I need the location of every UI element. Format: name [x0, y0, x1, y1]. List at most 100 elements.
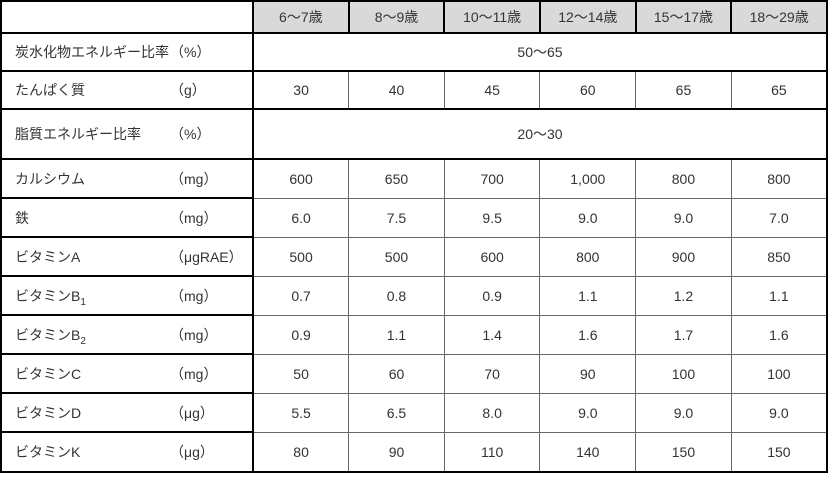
- value-cell: 40: [348, 70, 445, 110]
- age-column-header: 6〜7歳: [252, 0, 350, 34]
- corner-cell: [0, 0, 254, 34]
- nutrient-name: カルシウム: [15, 170, 85, 187]
- value-cell: 6.5: [348, 392, 445, 433]
- value-cell: 80: [252, 431, 350, 473]
- value-cell: 9.0: [635, 197, 732, 238]
- value-cell: 0.8: [348, 275, 445, 316]
- range-value-cell: 20〜30: [252, 108, 828, 160]
- value-cell: 650: [348, 158, 445, 199]
- value-cell: 9.0: [539, 197, 637, 238]
- table-row-calcium: カルシウム （mg） 600 650 700 1,000 800 800: [0, 158, 828, 199]
- value-cell: 0.9: [443, 275, 541, 316]
- value-cell: 70: [443, 353, 541, 394]
- value-cell: 1.7: [635, 314, 732, 355]
- row-label: カルシウム （mg）: [0, 158, 254, 199]
- value-cell: 800: [730, 158, 828, 199]
- value-cell: 6.0: [252, 197, 350, 238]
- unit-label: （mg）: [170, 209, 218, 226]
- unit-label: （%）: [170, 44, 211, 60]
- value-cell: 9.5: [443, 197, 541, 238]
- value-cell: 90: [539, 353, 637, 394]
- value-cell: 0.7: [252, 275, 350, 316]
- value-cell: 110: [443, 431, 541, 473]
- value-cell: 9.0: [635, 392, 732, 433]
- unit-label: （mg）: [170, 365, 218, 382]
- value-cell: 850: [730, 236, 828, 277]
- row-label: ビタミンK （μg）: [0, 431, 254, 473]
- nutrient-name: ビタミンB2: [15, 326, 86, 347]
- unit-label: （μg）: [170, 444, 214, 460]
- value-cell: 65: [730, 70, 828, 110]
- value-cell: 7.0: [730, 197, 828, 238]
- row-label: ビタミンC （mg）: [0, 353, 254, 394]
- value-cell: 800: [635, 158, 732, 199]
- value-cell: 7.5: [348, 197, 445, 238]
- table-row-iron: 鉄 （mg） 6.0 7.5 9.5 9.0 9.0 7.0: [0, 197, 828, 238]
- table-row-vitamin-b2: ビタミンB2 （mg） 0.9 1.1 1.4 1.6 1.7 1.6: [0, 314, 828, 355]
- value-cell: 90: [348, 431, 445, 473]
- value-cell: 100: [635, 353, 732, 394]
- row-label: 炭水化物エネルギー比率 （%）: [0, 32, 254, 72]
- nutrient-name: 炭水化物エネルギー比率: [15, 44, 169, 60]
- value-cell: 30: [252, 70, 350, 110]
- row-label: ビタミンB2 （mg）: [0, 314, 254, 355]
- value-cell: 100: [730, 353, 828, 394]
- value-cell: 65: [635, 70, 732, 110]
- unit-label: （mg）: [170, 326, 218, 343]
- table-row-vitamin-a: ビタミンA （μgRAE） 500 500 600 800 900 850: [0, 236, 828, 277]
- unit-label: （%）: [170, 126, 211, 142]
- table-row-fat-ratio: 脂質エネルギー比率 （%） 20〜30: [0, 108, 828, 160]
- nutrition-requirements-table: 6〜7歳 8〜9歳 10〜11歳 12〜14歳 15〜17歳 18〜29歳 炭水…: [0, 0, 828, 473]
- nutrient-name: ビタミンA: [15, 248, 81, 265]
- age-column-header: 18〜29歳: [730, 0, 828, 34]
- subscript: 2: [80, 335, 86, 347]
- table-row-protein: たんぱく質 （g） 30 40 45 60 65 65: [0, 70, 828, 110]
- value-cell: 1.4: [443, 314, 541, 355]
- value-cell: 500: [348, 236, 445, 277]
- row-label: ビタミンD （μg）: [0, 392, 254, 433]
- nutrient-name: 鉄: [15, 209, 29, 226]
- value-cell: 60: [539, 70, 637, 110]
- age-column-header: 10〜11歳: [443, 0, 541, 34]
- nutrient-name: 脂質エネルギー比率: [15, 126, 141, 142]
- table-row-vitamin-k: ビタミンK （μg） 80 90 110 140 150 150: [0, 431, 828, 473]
- value-cell: 800: [539, 236, 637, 277]
- row-label: たんぱく質 （g）: [0, 70, 254, 110]
- age-column-header: 12〜14歳: [538, 0, 637, 34]
- row-label: 鉄 （mg）: [0, 197, 254, 238]
- value-cell: 1.6: [730, 314, 828, 355]
- value-cell: 60: [348, 353, 445, 394]
- subscript: 1: [80, 296, 86, 308]
- value-cell: 140: [539, 431, 637, 473]
- value-cell: 600: [443, 236, 541, 277]
- unit-label: （mg）: [170, 170, 218, 187]
- value-cell: 0.9: [252, 314, 350, 355]
- value-cell: 1.2: [635, 275, 732, 316]
- value-cell: 9.0: [730, 392, 828, 433]
- value-cell: 150: [730, 431, 828, 473]
- value-cell: 600: [252, 158, 350, 199]
- nutrient-name: たんぱく質: [15, 82, 85, 98]
- header-row: 6〜7歳 8〜9歳 10〜11歳 12〜14歳 15〜17歳 18〜29歳: [0, 0, 828, 34]
- range-value-cell: 50〜65: [252, 32, 828, 72]
- table-row-vitamin-b1: ビタミンB1 （mg） 0.7 0.8 0.9 1.1 1.2 1.1: [0, 275, 828, 316]
- value-cell: 1.6: [539, 314, 637, 355]
- value-cell: 1,000: [539, 158, 637, 199]
- row-label: ビタミンB1 （mg）: [0, 275, 254, 316]
- table-row-vitamin-d: ビタミンD （μg） 5.5 6.5 8.0 9.0 9.0 9.0: [0, 392, 828, 433]
- age-column-header: 8〜9歳: [347, 0, 446, 34]
- value-cell: 8.0: [443, 392, 541, 433]
- unit-label: （μg）: [170, 404, 214, 421]
- nutrient-name: ビタミンC: [15, 365, 82, 382]
- value-cell: 900: [635, 236, 732, 277]
- row-label: 脂質エネルギー比率 （%）: [0, 108, 254, 160]
- value-cell: 1.1: [539, 275, 637, 316]
- value-cell: 45: [443, 70, 541, 110]
- value-cell: 1.1: [730, 275, 828, 316]
- nutrient-name: ビタミンB1: [15, 287, 86, 308]
- value-cell: 1.1: [348, 314, 445, 355]
- unit-label: （mg）: [170, 287, 218, 304]
- row-label: ビタミンA （μgRAE）: [0, 236, 254, 277]
- value-cell: 500: [252, 236, 350, 277]
